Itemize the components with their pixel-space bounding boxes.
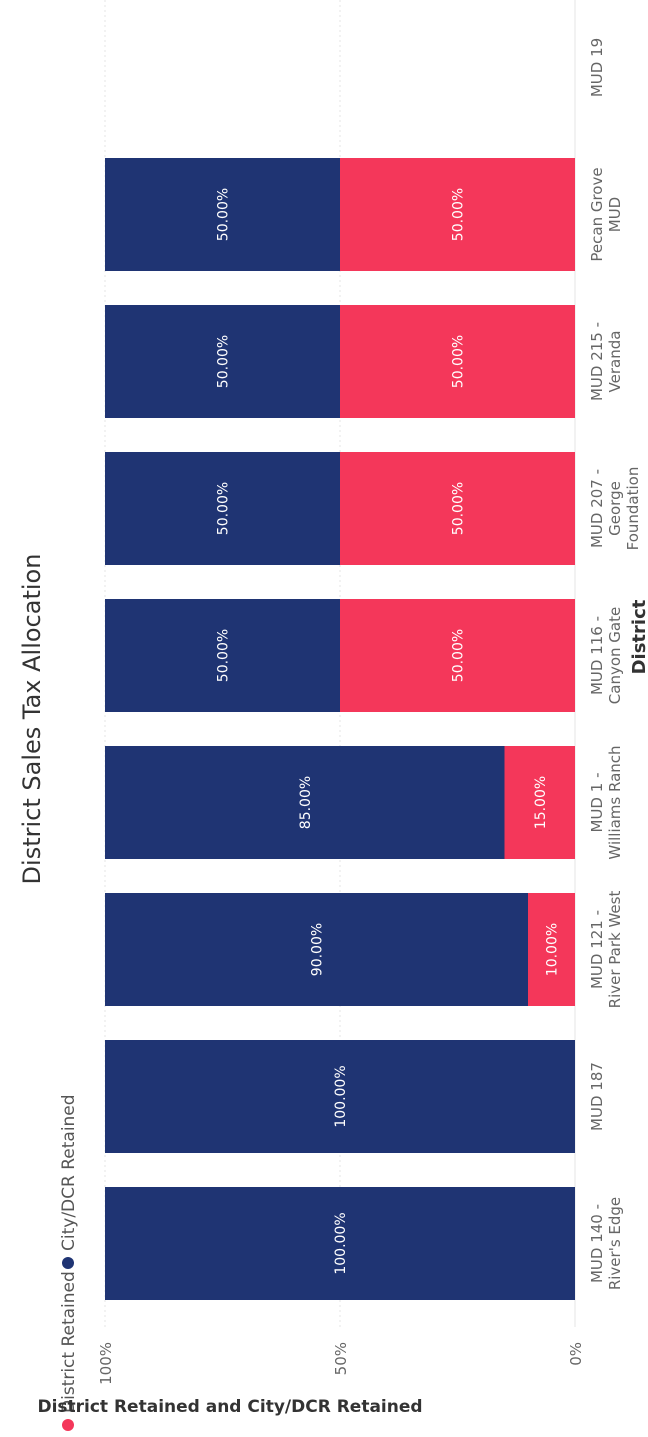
bar-data-label: 50.00% [216, 629, 232, 682]
y-tick-label: 0% [567, 1342, 585, 1366]
bar-segment-district-retained [528, 893, 575, 1006]
bars: 100.00% 100.00% 10.00% 90.00% 15.00% 85.00% 50… [105, 158, 575, 1300]
bar-segment-district-retained [340, 452, 575, 565]
bar-segment-city-dcr-retained [105, 1040, 575, 1153]
bar-segment-city-dcr-retained [105, 158, 340, 271]
x-tick-label-line: MUD [606, 197, 624, 232]
legend-label-city-dcr-retained: City/DCR Retained [59, 1094, 79, 1251]
bar-data-label: 50.00% [451, 335, 467, 388]
x-tick-label: MUD 121 -River Park West [588, 891, 624, 1009]
x-tick-label-line: MUD 116 - [588, 616, 606, 695]
x-tick-label-line: River Park West [606, 891, 624, 1009]
x-tick-label: MUD 187 [588, 1062, 606, 1131]
x-tick-label-line: Foundation [624, 467, 642, 551]
bar-data-label: 100.00% [333, 1065, 349, 1127]
legend: District Retained City/DCR Retained [59, 1094, 79, 1431]
bar-segment-city-dcr-retained [105, 599, 340, 712]
x-tick-label-line: MUD 187 [588, 1062, 606, 1131]
bar-data-label: 50.00% [216, 482, 232, 535]
x-tick-label-line: Canyon Gate [606, 607, 624, 704]
y-axis-title: District Retained and City/DCR Retained [37, 1397, 422, 1417]
bar-data-label: 85.00% [298, 776, 314, 829]
y-tick-label: 50% [332, 1342, 350, 1375]
bar-data-label: 50.00% [216, 188, 232, 241]
bar-segment-city-dcr-retained [105, 305, 340, 418]
bar-data-label: 100.00% [333, 1212, 349, 1274]
bar-data-label: 50.00% [451, 629, 467, 682]
x-tick-label-line: MUD 121 - [588, 910, 606, 989]
legend-label-district-retained: District Retained [59, 1271, 79, 1413]
bar-segment-city-dcr-retained [105, 893, 528, 1006]
y-tick-label: 100% [97, 1342, 115, 1385]
bar-data-label: 10.00% [545, 923, 561, 976]
x-tick-label-line: MUD 1 - [588, 773, 606, 833]
bar-data-label: 50.00% [451, 188, 467, 241]
bar-segment-district-retained [504, 746, 575, 859]
bar-segment-city-dcr-retained [105, 746, 505, 859]
bar-segment-district-retained [340, 599, 575, 712]
bar-segment-city-dcr-retained [105, 1187, 575, 1300]
y-axis-ticks: 0% 50% 100% [97, 1342, 585, 1385]
x-tick-label: MUD 19 [588, 38, 606, 97]
x-tick-label-line: MUD 19 [588, 38, 606, 97]
bar-data-label: 50.00% [216, 335, 232, 388]
bar-segment-district-retained [340, 305, 575, 418]
x-tick-label-line: Veranda [606, 331, 624, 393]
x-tick-label: MUD 116 -Canyon Gate [588, 607, 624, 704]
x-tick-label: MUD 1 -Williams Ranch [588, 745, 624, 859]
chart-title: District Sales Tax Allocation [18, 554, 46, 885]
x-tick-label: MUD 207 -GeorgeFoundation [588, 467, 642, 551]
bar-data-label: 50.00% [451, 482, 467, 535]
x-tick-label-line: MUD 140 - [588, 1204, 606, 1283]
x-axis-title: District [629, 599, 648, 674]
x-tick-label-line: MUD 207 - [588, 469, 606, 548]
bar-data-label: 90.00% [310, 923, 326, 976]
bar-data-label: 15.00% [533, 776, 549, 829]
x-tick-label: MUD 215 -Veranda [588, 322, 624, 401]
legend-marker-district-retained [62, 1419, 74, 1431]
x-tick-label: Pecan GroveMUD [588, 167, 624, 261]
x-tick-label-line: George [606, 481, 624, 536]
bar-segment-city-dcr-retained [105, 452, 340, 565]
bar-segment-district-retained [340, 158, 575, 271]
x-tick-label: MUD 140 -River's Edge [588, 1197, 624, 1290]
x-tick-label-line: Williams Ranch [606, 745, 624, 859]
x-tick-label-line: Pecan Grove [588, 167, 606, 261]
x-tick-label-line: River's Edge [606, 1197, 624, 1290]
legend-marker-city-dcr-retained [62, 1257, 74, 1269]
x-tick-label-line: MUD 215 - [588, 322, 606, 401]
